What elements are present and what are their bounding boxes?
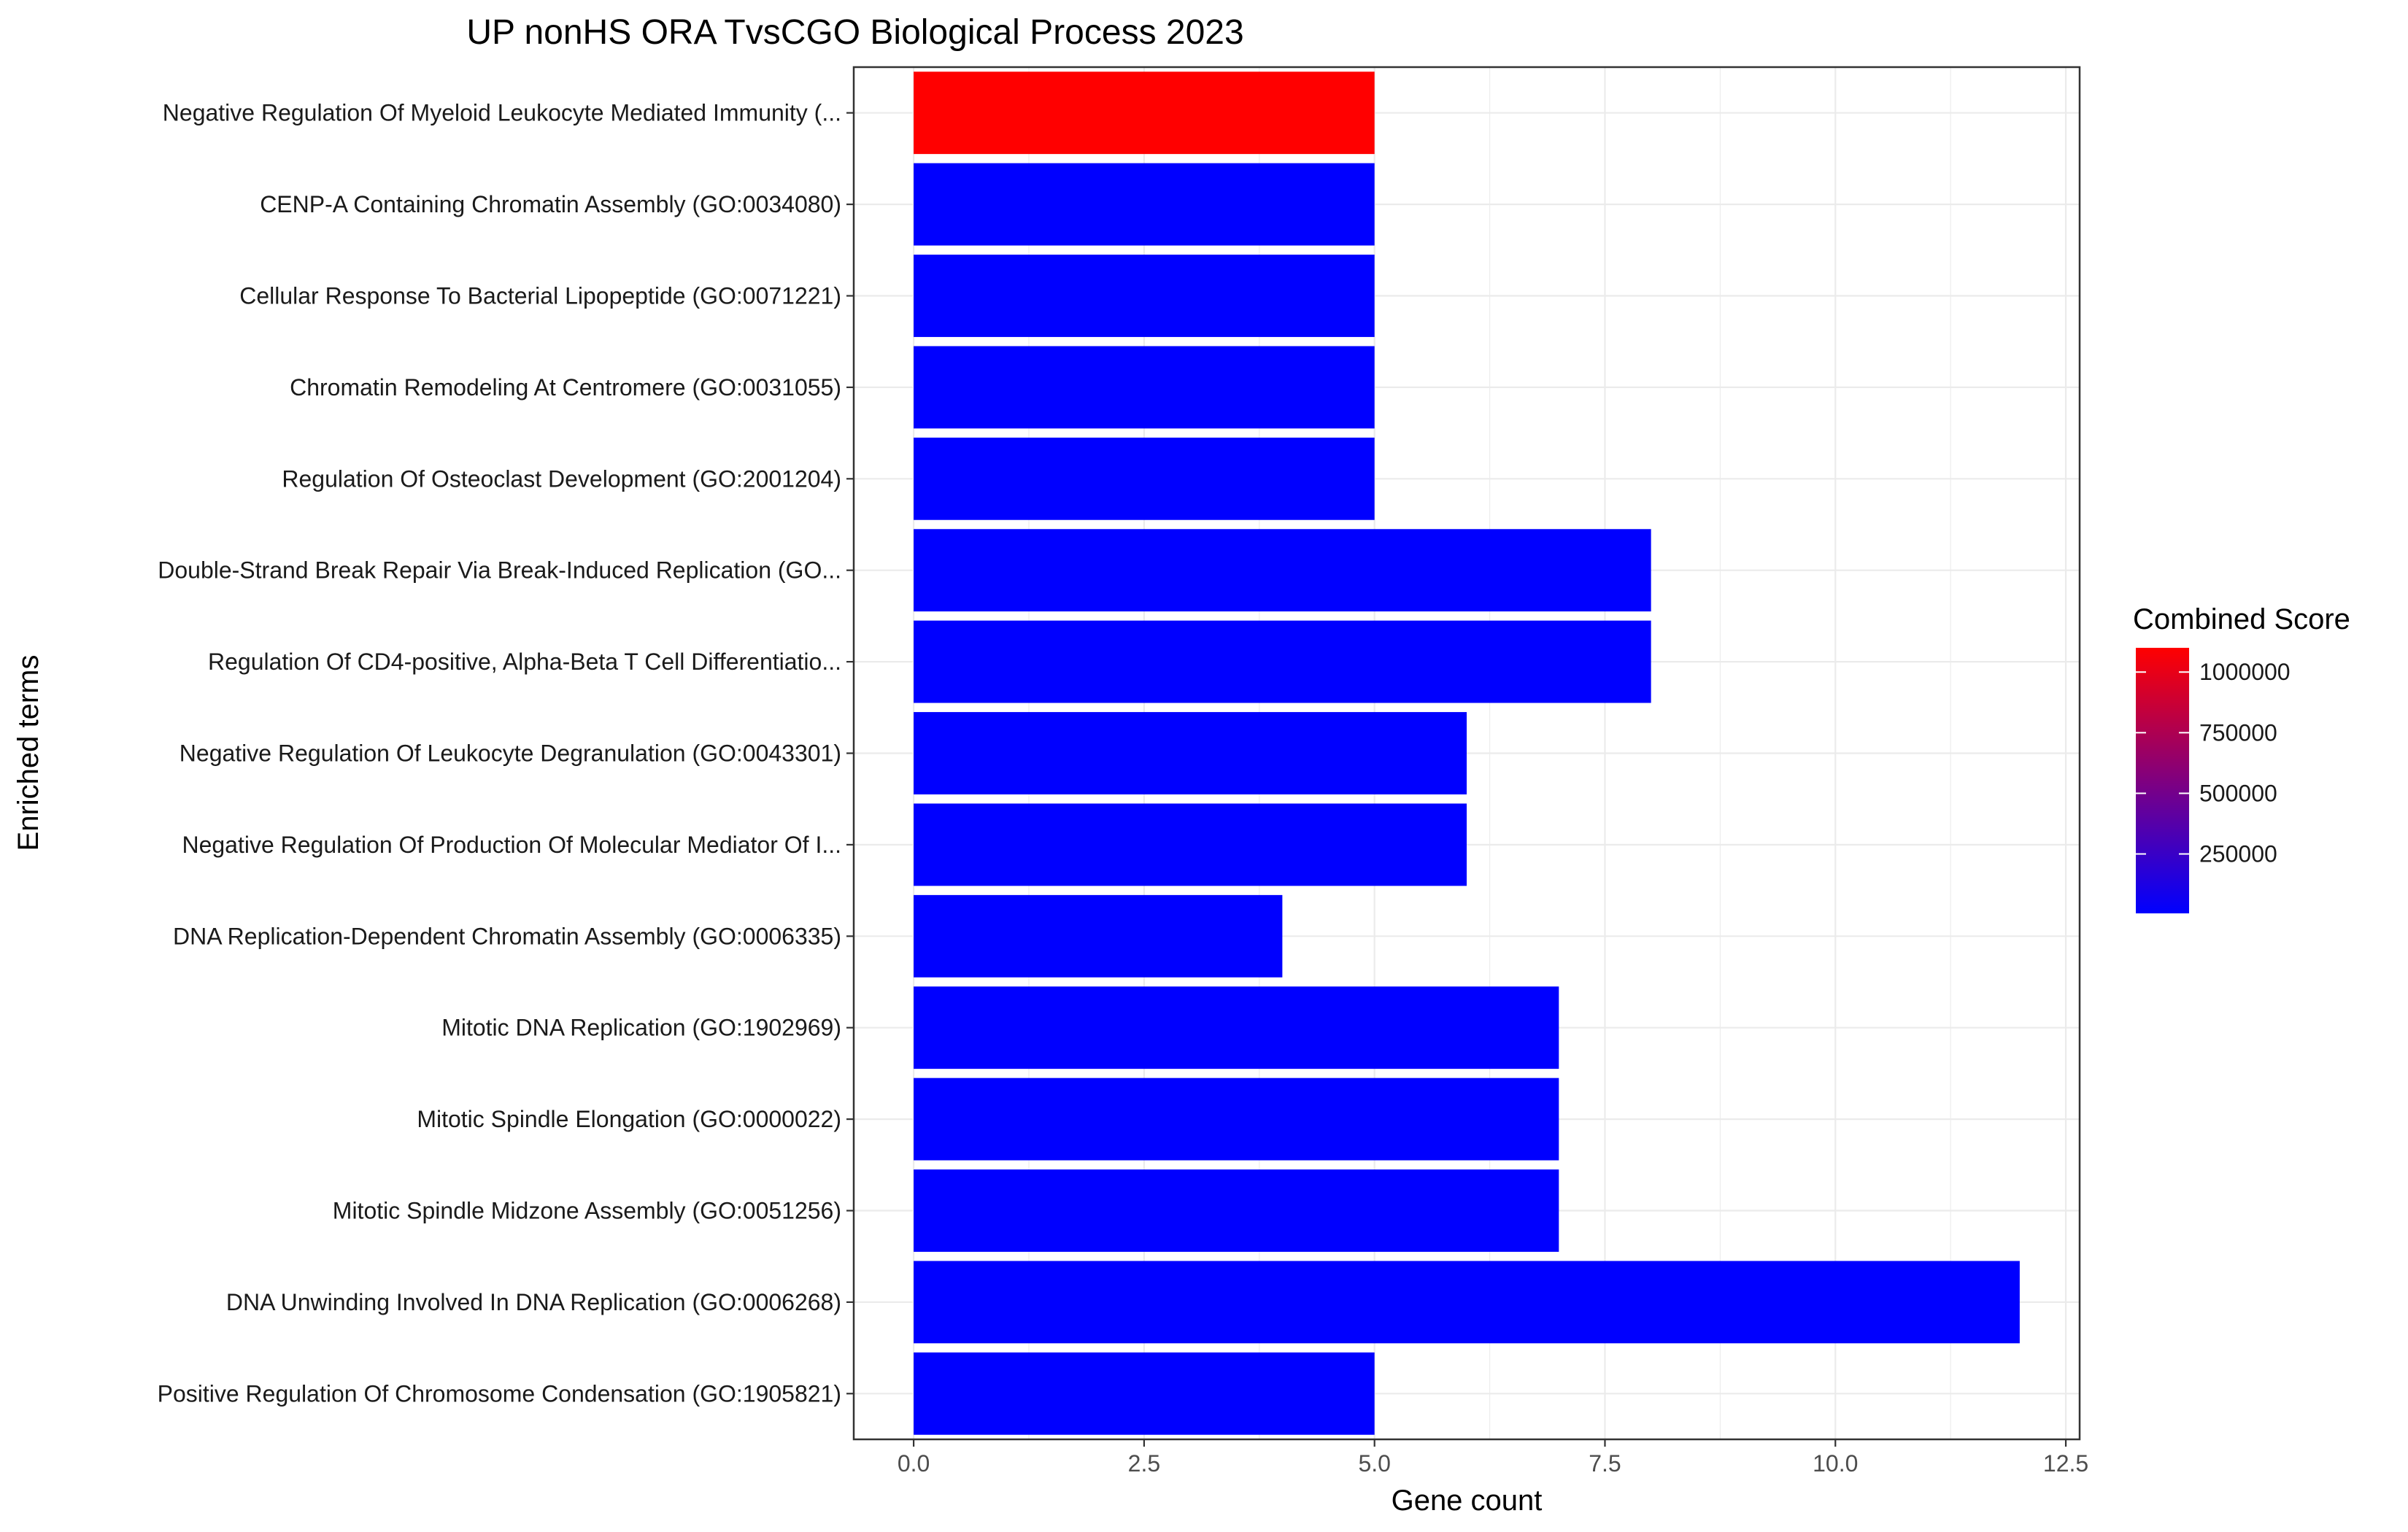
y-tick-label: Mitotic Spindle Elongation (GO:0000022) — [417, 1106, 841, 1132]
y-tick-label: Negative Regulation Of Leukocyte Degranu… — [180, 740, 841, 767]
bar — [914, 986, 1559, 1069]
bar — [914, 1261, 2020, 1344]
legend-tick-label: 250000 — [2199, 841, 2277, 867]
y-tick-label: DNA Unwinding Involved In DNA Replicatio… — [226, 1289, 841, 1315]
y-tick-label: Mitotic DNA Replication (GO:1902969) — [441, 1015, 841, 1041]
x-tick-label: 5.0 — [1358, 1450, 1390, 1477]
y-tick-label: CENP-A Containing Chromatin Assembly (GO… — [260, 191, 841, 217]
bar — [914, 1169, 1559, 1252]
bar — [914, 71, 1375, 155]
y-tick-label: Double-Strand Break Repair Via Break-Ind… — [158, 557, 841, 584]
x-tick-label: 10.0 — [1813, 1450, 1858, 1477]
legend-tick-label: 750000 — [2199, 719, 2277, 746]
chart-title: UP nonHS ORA TvsCGO Biological Process 2… — [466, 13, 1243, 52]
legend-ticks: 250000 500000 750000 1000000 — [2136, 659, 2291, 867]
y-axis-title: Enriched terms — [12, 655, 45, 851]
y-tick-label: Regulation Of Osteoclast Development (GO… — [282, 465, 841, 492]
legend-title: Combined Score — [2133, 603, 2350, 635]
bar — [914, 894, 1283, 978]
y-tick-label: Regulation Of CD4-positive, Alpha-Beta T… — [208, 649, 841, 675]
bar — [914, 1352, 1375, 1435]
x-tick-label: 12.5 — [2043, 1450, 2088, 1477]
legend-tick-label: 1000000 — [2199, 659, 2291, 685]
legend-tick-label: 500000 — [2199, 780, 2277, 806]
bar — [914, 529, 1651, 612]
bar — [914, 712, 1467, 794]
x-tick-label: 7.5 — [1589, 1450, 1621, 1477]
bar — [914, 437, 1375, 520]
y-tick-label: Mitotic Spindle Midzone Assembly (GO:005… — [333, 1198, 841, 1224]
y-tick-label: Negative Regulation Of Myeloid Leukocyte… — [163, 100, 841, 126]
bar — [914, 803, 1467, 886]
color-legend: Combined Score 250000 500000 750000 1000000 — [2133, 603, 2350, 913]
y-tick-label: Positive Regulation Of Chromosome Conden… — [158, 1380, 841, 1407]
y-tick-label: Chromatin Remodeling At Centromere (GO:0… — [290, 374, 841, 401]
y-axis-ticks: Negative Regulation Of Myeloid Leukocyte… — [158, 100, 854, 1407]
bar — [914, 346, 1375, 429]
bars — [914, 71, 2020, 1435]
bar — [914, 255, 1375, 337]
legend-colorbar — [2136, 648, 2189, 913]
x-tick-label: 0.0 — [898, 1450, 930, 1477]
y-tick-label: Cellular Response To Bacterial Lipopepti… — [239, 283, 841, 309]
bar — [914, 1078, 1559, 1161]
x-axis-ticks: 0.0 2.5 5.0 7.5 10.0 12.5 — [898, 1439, 2088, 1477]
x-axis-title: Gene count — [1392, 1485, 1543, 1517]
bar — [914, 163, 1375, 246]
bar — [914, 620, 1651, 703]
x-tick-label: 2.5 — [1128, 1450, 1160, 1477]
y-tick-label: DNA Replication-Dependent Chromatin Asse… — [173, 923, 841, 949]
y-tick-label: Negative Regulation Of Production Of Mol… — [182, 832, 841, 858]
